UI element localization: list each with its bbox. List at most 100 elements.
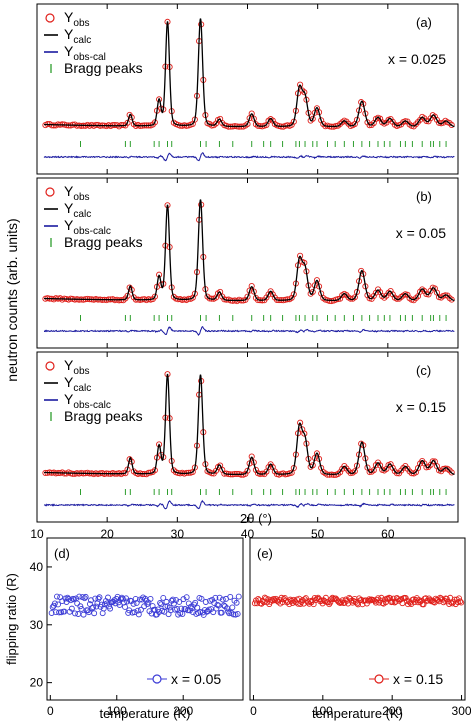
data-point (226, 610, 233, 617)
legend-yobs-marker (45, 187, 55, 197)
diffraction-panel-c-yobs-series (42, 371, 455, 479)
data-point (51, 600, 58, 607)
yobs-point (288, 121, 295, 128)
yobs-point (381, 294, 388, 301)
data-point (96, 594, 103, 601)
diffraction-panel-b-frame (36, 177, 459, 349)
yobs-point (448, 469, 455, 476)
data-point (157, 600, 164, 606)
yobs-point (410, 123, 417, 130)
diffraction-panel-b-ycalc-line (44, 199, 455, 302)
diffraction-panel-c-frame (36, 351, 459, 523)
data-point (72, 610, 78, 617)
flipping-panel-d-x-axis-label: temperature (K) (99, 706, 190, 721)
data-point (160, 594, 167, 601)
legend-label-2: Yobs-calc (64, 391, 111, 411)
x-tick-label: 10 (30, 527, 44, 541)
data-point (105, 594, 111, 601)
data-point (261, 594, 268, 601)
diffraction-panel-b-yobs-series (42, 201, 455, 305)
data-point (107, 605, 114, 612)
yobs-point (244, 293, 251, 300)
yobs-point (244, 121, 251, 128)
x-tick-label: 300 (452, 704, 471, 718)
data-point (122, 603, 128, 610)
yobs-point (250, 288, 257, 295)
data-point (227, 593, 234, 600)
yobs-point (297, 419, 304, 426)
data-point (214, 601, 221, 608)
yobs-point (313, 277, 321, 284)
legend-label-1: Ycalc (64, 26, 91, 46)
diffraction-panel-b-letter: (b) (416, 189, 432, 204)
yobs-point (156, 96, 163, 103)
data-point (183, 594, 190, 601)
data-layer (42, 18, 465, 618)
data-point (271, 597, 278, 604)
yobs-point (156, 271, 163, 278)
x-tick-label: 200 (173, 704, 193, 718)
data-point (119, 595, 126, 602)
data-point (410, 596, 417, 603)
yobs-point (410, 297, 417, 304)
yobs-point (370, 467, 377, 474)
yobs-point (301, 259, 308, 266)
data-point (457, 598, 464, 605)
main-x-axis-label: 2θ (°) (240, 511, 272, 526)
data-point (68, 605, 75, 612)
data-point (123, 595, 130, 602)
x-tick-label: 100 (107, 704, 127, 718)
data-point (85, 609, 92, 616)
data-point (178, 605, 185, 612)
data-point (78, 605, 85, 612)
x-tick-label: 40 (241, 527, 255, 541)
flipping-panel-d-legend-label: x = 0.05 (171, 671, 221, 687)
yobs-point (301, 430, 308, 437)
yobs-point (151, 293, 158, 300)
data-point (80, 611, 87, 618)
legend-yobs-marker (45, 361, 55, 371)
x-tick-label: 50 (311, 527, 325, 541)
yobs-point (313, 450, 321, 457)
data-point (210, 609, 217, 616)
data-point (281, 594, 288, 601)
data-point (163, 598, 170, 605)
main-y-axis-label: neutron counts (arb. units) (4, 218, 20, 381)
diffraction-panel-a-ycalc-line (44, 18, 455, 128)
legend-marker (152, 674, 162, 684)
data-point (362, 597, 369, 604)
yobs-point (265, 291, 272, 298)
y-tick-label: 20 (30, 676, 44, 690)
x-tick-label: 60 (381, 527, 395, 541)
data-point (166, 604, 173, 611)
yobs-point (151, 119, 158, 126)
data-point (91, 610, 98, 617)
data-point (74, 600, 81, 607)
data-point (158, 601, 165, 608)
x-tick-label: 30 (171, 527, 185, 541)
flipping-panel-e-frame (249, 537, 466, 701)
panel-frames (36, 3, 466, 701)
diffraction-panel-b-difference-line (44, 326, 455, 336)
flipping-panel-e-points (251, 594, 465, 608)
data-point (192, 599, 199, 606)
data-point (137, 606, 144, 613)
data-point (167, 607, 174, 614)
yobs-point (156, 441, 163, 448)
data-point (234, 611, 241, 617)
yobs-point (244, 467, 251, 474)
data-point (354, 600, 360, 607)
yobs-point (248, 282, 255, 290)
legend-marker (374, 674, 384, 684)
diffraction-panel-c-letter: (c) (416, 363, 431, 378)
data-point (90, 604, 97, 611)
yobs-point (448, 121, 455, 128)
yobs-point (248, 110, 255, 117)
legend-label-2: Yobs-calc (64, 217, 111, 237)
data-point (130, 600, 137, 607)
diffraction-panel-c-composition-label: x = 0.15 (396, 399, 446, 415)
legend-label-0: Yobs (64, 9, 90, 29)
yobs-point (301, 89, 308, 96)
legend-label-0: Yobs (64, 183, 90, 203)
